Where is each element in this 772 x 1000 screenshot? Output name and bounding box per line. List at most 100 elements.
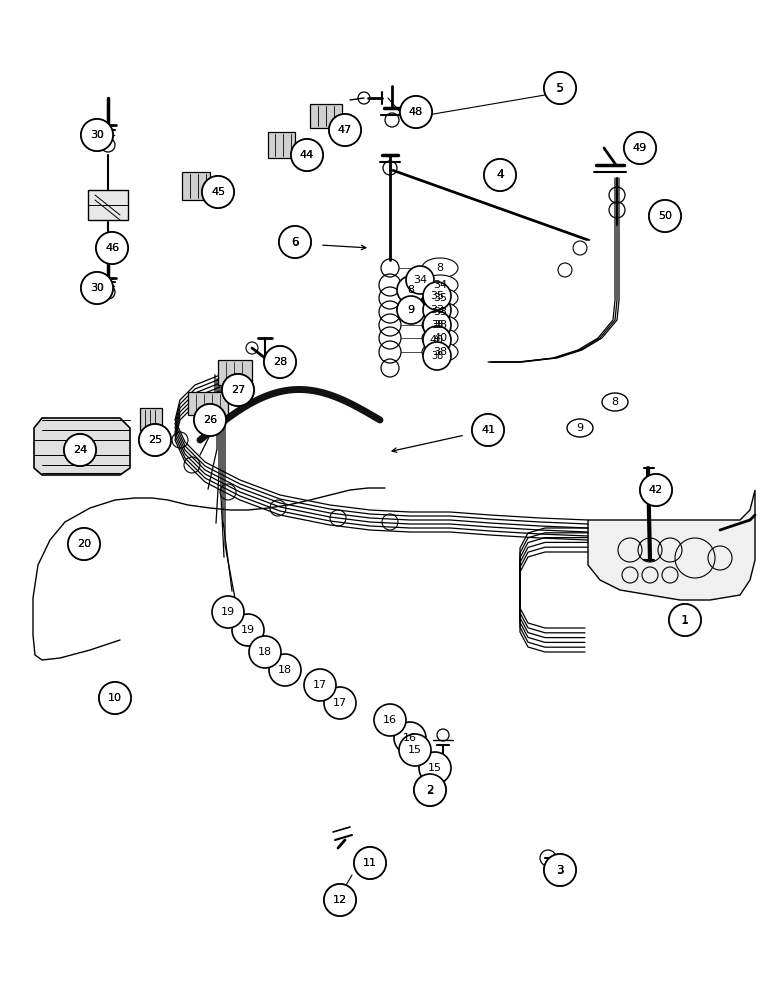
- Text: 35: 35: [433, 293, 447, 303]
- Circle shape: [212, 596, 244, 628]
- Text: 19: 19: [221, 607, 235, 617]
- Text: 30: 30: [91, 283, 103, 293]
- Text: 44: 44: [300, 150, 314, 160]
- Circle shape: [484, 159, 516, 191]
- Text: 8: 8: [408, 285, 415, 295]
- Text: 49: 49: [633, 143, 647, 153]
- Polygon shape: [182, 172, 210, 200]
- Circle shape: [64, 434, 96, 466]
- Text: 50: 50: [658, 211, 672, 221]
- Circle shape: [649, 200, 681, 232]
- Text: 45: 45: [211, 187, 225, 197]
- Ellipse shape: [422, 288, 458, 308]
- Circle shape: [544, 72, 576, 104]
- Circle shape: [264, 346, 296, 378]
- Circle shape: [624, 132, 656, 164]
- Text: 30: 30: [90, 283, 104, 293]
- Text: 18: 18: [258, 647, 272, 657]
- Circle shape: [484, 159, 516, 191]
- Text: 12: 12: [333, 895, 347, 905]
- Circle shape: [394, 722, 426, 754]
- Polygon shape: [218, 360, 252, 385]
- Circle shape: [194, 404, 226, 436]
- Text: 11: 11: [363, 858, 377, 868]
- Circle shape: [81, 119, 113, 151]
- Circle shape: [669, 604, 701, 636]
- Text: 15: 15: [428, 763, 442, 773]
- Text: 38: 38: [433, 320, 447, 330]
- Circle shape: [354, 847, 386, 879]
- Polygon shape: [34, 418, 130, 475]
- Text: 1: 1: [681, 613, 689, 626]
- Polygon shape: [588, 490, 755, 600]
- Circle shape: [472, 414, 504, 446]
- Text: 5: 5: [557, 83, 564, 93]
- Circle shape: [222, 374, 254, 406]
- Ellipse shape: [422, 315, 458, 335]
- Ellipse shape: [397, 301, 425, 319]
- Text: 6: 6: [292, 237, 299, 247]
- Text: 4: 4: [496, 168, 504, 182]
- Text: 27: 27: [231, 385, 245, 395]
- Circle shape: [202, 176, 234, 208]
- Text: 30: 30: [90, 130, 104, 140]
- Circle shape: [399, 734, 431, 766]
- Circle shape: [472, 414, 504, 446]
- Text: 30: 30: [91, 130, 103, 140]
- Circle shape: [329, 114, 361, 146]
- Circle shape: [400, 96, 432, 128]
- Text: 34: 34: [413, 275, 427, 285]
- Circle shape: [329, 114, 361, 146]
- Circle shape: [649, 200, 681, 232]
- Text: 41: 41: [481, 425, 495, 435]
- Circle shape: [232, 614, 264, 646]
- Text: 8: 8: [611, 397, 618, 407]
- Text: 46: 46: [105, 243, 119, 253]
- Circle shape: [414, 774, 446, 806]
- Circle shape: [222, 374, 254, 406]
- Circle shape: [139, 424, 171, 456]
- Circle shape: [414, 774, 446, 806]
- Text: 33: 33: [430, 305, 444, 315]
- Ellipse shape: [567, 419, 593, 437]
- Circle shape: [544, 72, 576, 104]
- Polygon shape: [310, 104, 342, 128]
- Ellipse shape: [422, 258, 458, 278]
- Text: 24: 24: [73, 445, 87, 455]
- Text: 16: 16: [383, 715, 397, 725]
- Circle shape: [99, 682, 131, 714]
- Circle shape: [99, 682, 131, 714]
- Circle shape: [624, 132, 656, 164]
- Text: 42: 42: [649, 485, 663, 495]
- Circle shape: [81, 272, 113, 304]
- Circle shape: [397, 276, 425, 304]
- Text: 18: 18: [278, 665, 292, 675]
- Text: 4: 4: [496, 170, 503, 180]
- Text: 25: 25: [148, 435, 162, 445]
- Circle shape: [640, 474, 672, 506]
- Circle shape: [194, 404, 226, 436]
- Text: 10: 10: [108, 693, 122, 703]
- Ellipse shape: [422, 342, 458, 362]
- Circle shape: [324, 687, 356, 719]
- Circle shape: [324, 884, 356, 916]
- Text: 40: 40: [433, 333, 447, 343]
- Ellipse shape: [422, 302, 458, 322]
- Circle shape: [544, 854, 576, 886]
- Ellipse shape: [422, 328, 458, 348]
- Text: 9: 9: [577, 423, 584, 433]
- Circle shape: [291, 139, 323, 171]
- Text: 6: 6: [291, 235, 299, 248]
- Text: 20: 20: [77, 539, 91, 549]
- Text: 19: 19: [241, 625, 255, 635]
- Text: 34: 34: [433, 280, 447, 290]
- Text: 3: 3: [556, 863, 564, 876]
- Text: 38: 38: [431, 320, 443, 330]
- Circle shape: [269, 654, 301, 686]
- Text: 17: 17: [333, 698, 347, 708]
- Text: 20: 20: [77, 539, 91, 549]
- Polygon shape: [140, 408, 162, 430]
- Text: 17: 17: [313, 680, 327, 690]
- Circle shape: [423, 296, 451, 324]
- Text: 12: 12: [333, 895, 347, 905]
